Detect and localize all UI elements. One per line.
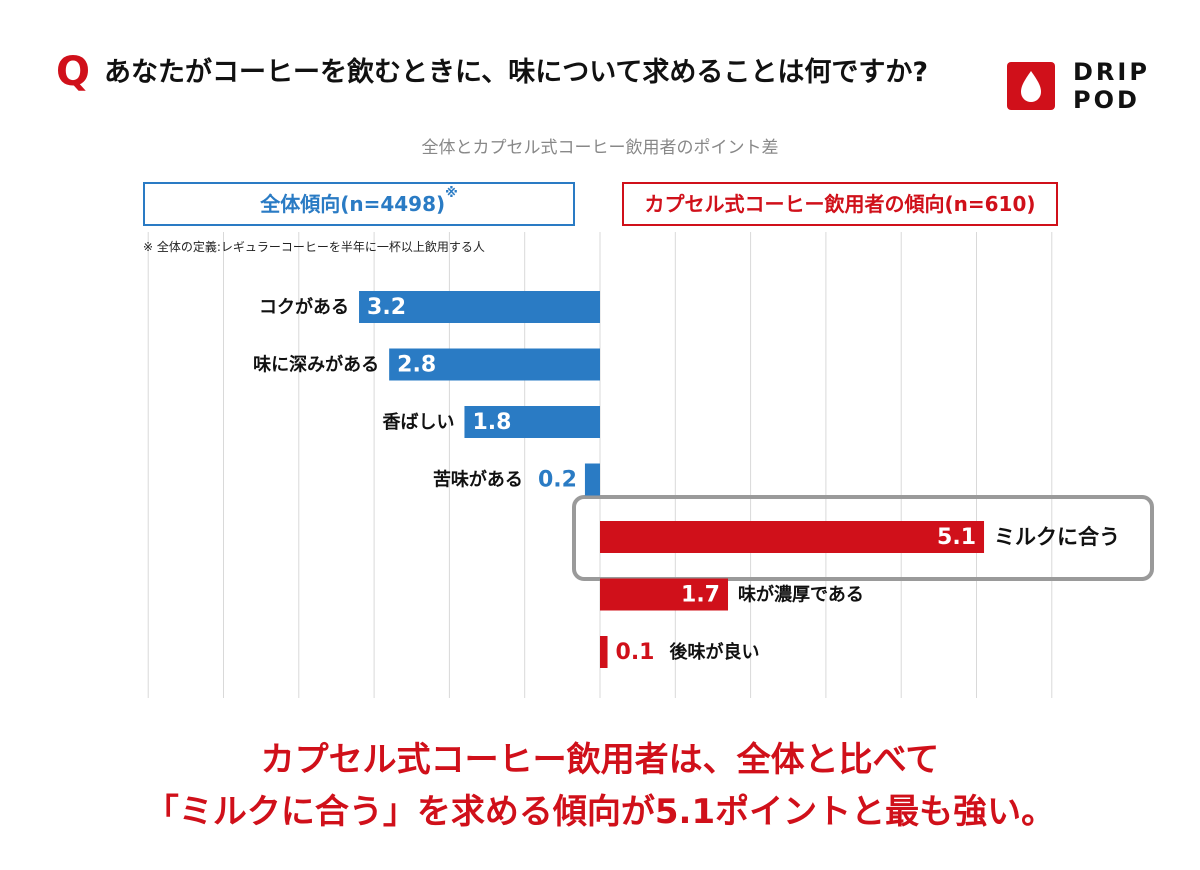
category-label: 味に深みがある: [253, 354, 379, 376]
category-label: コクがある: [259, 296, 349, 318]
category-label: 後味が良い: [670, 641, 760, 663]
bar-コクがある: [359, 291, 600, 323]
category-label: 香ばしい: [381, 412, 454, 433]
value-label: 2.8: [397, 353, 436, 378]
conclusion-line-2: 「ミルクに合う」を求める傾向が5.1ポイントと最も強い。: [144, 792, 1056, 832]
bars-group: 3.2 コクがある 2.8 味に深みがある 1.8 香ばしい 0.2 苦味がある 5.1 ミルクに…: [253, 291, 1120, 668]
highlight-group: [572, 495, 1154, 581]
bar-苦味がある: [584, 463, 600, 496]
value-label: 1.7: [681, 583, 720, 608]
logo-line-1: DRIP: [1073, 58, 1150, 86]
conclusion-line-1: カプセル式コーヒー飲用者は、全体と比べて: [260, 740, 940, 780]
category-label: 苦味がある: [433, 469, 523, 491]
question-mark-label: Q: [56, 49, 91, 95]
drip-pod-logo: DRIP POD: [1007, 58, 1147, 114]
legend-capsule: カプセル式コーヒー飲用者の傾向(n=610): [622, 182, 1058, 226]
value-label: 5.1: [937, 525, 976, 550]
highlight-box: [572, 495, 1154, 581]
legend-overall-label: 全体傾向(n=4498): [260, 192, 446, 216]
footnote: ※ 全体の定義:レギュラーコーヒーを半年に一杯以上飲用する人: [143, 240, 485, 254]
bar-香ばしい: [464, 406, 600, 438]
chart-subtitle: 全体とカプセル式コーヒー飲用者のポイント差: [421, 138, 779, 158]
drip-pod-logo-text: DRIP POD: [1073, 58, 1150, 114]
value-label: 3.2: [367, 295, 406, 320]
drip-pod-logo-icon: [1007, 62, 1055, 110]
logo-line-2: POD: [1073, 86, 1140, 114]
category-label: 味が濃厚である: [738, 584, 864, 606]
legend-overall: 全体傾向(n=4498)※: [143, 182, 575, 226]
value-label: 0.2: [538, 468, 577, 493]
bar-味に深みがある: [389, 348, 600, 381]
bar-味が濃厚である: [600, 578, 729, 611]
bar-後味が良い: [600, 636, 608, 668]
category-label: ミルクに合う: [994, 525, 1120, 549]
bar-ミルクに合う: [600, 521, 985, 553]
question-title: あなたがコーヒーを飲むときに、味について求めることは何ですか?: [104, 57, 929, 88]
legend-overall-mark: ※: [445, 186, 458, 201]
value-label: 1.8: [472, 410, 511, 435]
value-label: 0.1: [616, 640, 655, 665]
